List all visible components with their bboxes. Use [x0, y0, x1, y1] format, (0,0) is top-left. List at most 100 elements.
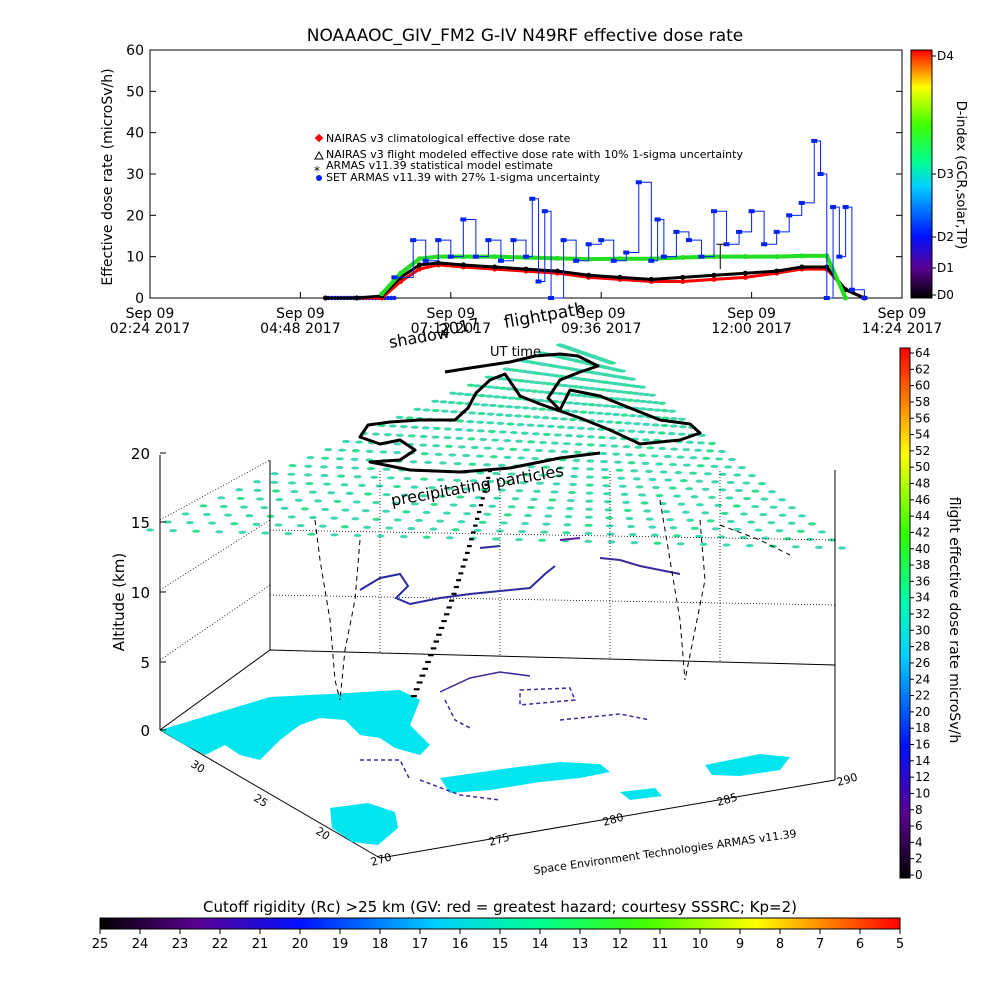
rigidity-dot: [503, 439, 512, 443]
rigidity-dot: [454, 428, 463, 432]
rigidity-dot: [734, 488, 743, 493]
rigidity-dot: [515, 439, 524, 443]
rigidity-dot: [615, 468, 624, 472]
point-set-armas: [460, 217, 467, 222]
rigidity-dot: [456, 419, 465, 423]
rigidity-dot: [352, 500, 361, 504]
rigidity-dot: [575, 434, 584, 438]
rigidity-dot: [509, 431, 518, 435]
rigidity-dot: [522, 448, 531, 452]
land-jamaica: [620, 788, 662, 800]
rigidity-dot: [640, 501, 649, 505]
rigidity-colorbar-tick-label: 17: [412, 937, 429, 952]
rigidity-dot: [462, 487, 471, 491]
point-set-armas: [836, 254, 843, 259]
rigidity-dot: [689, 456, 698, 460]
rigidity-dot: [497, 463, 506, 468]
rigidity-dot: [715, 457, 724, 461]
coast-lines: [360, 671, 651, 801]
rigidity-dot: [566, 498, 575, 503]
lat-ticks: 30 25 20: [188, 758, 332, 843]
dose-colorbar-tick-label: 18: [915, 721, 930, 735]
rigidity-dot: [637, 493, 646, 497]
rigidity-dot: [335, 457, 344, 461]
rigidity-dot: [330, 516, 339, 520]
rigidity-dot: [410, 502, 419, 506]
rigidity-dot: [429, 527, 438, 531]
dose-colorbar-tick-label: 2: [915, 852, 923, 866]
descent-point: [480, 497, 485, 500]
rigidity-dot: [424, 460, 433, 465]
rigidity-dot: [814, 545, 823, 550]
dose-colorbar-tick-label: 0: [915, 868, 923, 882]
rigidity-dot: [722, 543, 731, 547]
rigidity-dot: [669, 462, 678, 467]
rigidity-dot: [505, 387, 514, 391]
rigidity-dot: [335, 465, 344, 470]
dose-colorbar-tick-label: 44: [915, 509, 930, 523]
rigidity-dot: [620, 492, 629, 496]
rigidity-dot: [718, 472, 727, 477]
rigidity-dot: [696, 441, 705, 445]
rigidity-dot: [492, 537, 500, 541]
rigidity-dot: [586, 467, 595, 471]
rigidity-dot: [287, 472, 296, 476]
rigidity-dot: [350, 457, 359, 462]
top-chart-title: NOAAAOC_GIV_FM2 G-IV N49RF effective dos…: [307, 26, 744, 46]
rigidity-dot: [235, 488, 244, 492]
rigidity-dot: [453, 478, 462, 482]
rigidity-dot: [413, 407, 422, 411]
rigidity-dot: [646, 407, 655, 412]
rigidity-dot: [605, 420, 614, 424]
rigidity-dot: [579, 410, 588, 414]
rigidity-dot: [527, 440, 536, 444]
rigidity-dot: [543, 390, 552, 395]
point-armas_model: [379, 291, 385, 297]
descent-point: [430, 647, 437, 650]
dose-colorbar-tick-label: 64: [915, 346, 930, 360]
rigidity-dot: [761, 536, 770, 540]
rigidity-dot: [638, 399, 647, 404]
rigidity-dot: [327, 491, 336, 495]
rigidity-dot: [808, 522, 816, 526]
back-grid: [159, 459, 836, 661]
rigidity-dot: [529, 497, 538, 501]
dose-colorbar-tick-label: 22: [915, 689, 930, 703]
rigidity-dot: [679, 479, 688, 483]
rigidity-dot: [632, 399, 641, 403]
rigidity-colorbar-tick-label: 8: [776, 937, 784, 952]
rigidity-dot: [284, 532, 293, 536]
lon-ticks: 270 275 280 285 290: [369, 771, 859, 869]
rigidity-dot: [514, 414, 523, 418]
rigidity-colorbar-tick-label: 23: [172, 937, 189, 952]
rigidity-dot: [644, 469, 653, 474]
top-x-tick-label-time: 12:00 2017: [711, 321, 791, 337]
point-nairas_flight: [711, 272, 717, 278]
rigidity-dot: [563, 523, 572, 527]
descent-point: [484, 483, 489, 486]
rigidity-dot: [260, 506, 269, 510]
legend-armas-model: ARMAS v11.39 statistical model estimate: [326, 159, 553, 172]
rigidity-dot: [532, 415, 541, 419]
rigidity-dot: [732, 504, 741, 508]
rigidity-dot: [625, 516, 634, 521]
rigidity-dot: [620, 413, 629, 417]
rigidity-dot: [672, 494, 681, 498]
point-set-armas: [830, 205, 837, 210]
rigidity-dot: [340, 483, 349, 487]
rigidity-dot: [252, 522, 261, 526]
rigidity-dot: [739, 535, 748, 540]
rigidity-dot: [726, 480, 735, 485]
rigidity-dot: [653, 541, 662, 545]
rigidity-dot: [708, 441, 716, 446]
rigidity-dot: [538, 473, 547, 477]
rigidity-dot: [798, 514, 806, 518]
dose-colorbar-tick-label: 14: [915, 754, 930, 768]
rigidity-dot: [562, 531, 571, 535]
rigidity-dot: [527, 465, 536, 469]
rigidity-dot: [477, 411, 486, 416]
rigidity-dot: [585, 491, 594, 495]
dose-colorbar-tick-label: 62: [915, 362, 930, 376]
rigidity-dot: [547, 449, 556, 453]
rigidity-dot: [333, 499, 342, 504]
